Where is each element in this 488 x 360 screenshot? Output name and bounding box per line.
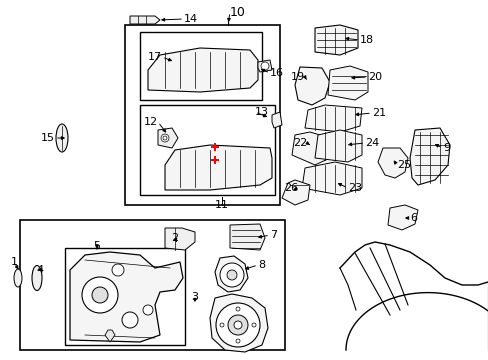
Circle shape [161, 134, 169, 142]
Polygon shape [148, 48, 258, 92]
Text: 18: 18 [359, 35, 373, 45]
Text: 5: 5 [93, 241, 101, 251]
Circle shape [82, 277, 118, 313]
Bar [140, 105, 274, 195]
Text: 19: 19 [290, 72, 305, 82]
Text: 8: 8 [258, 260, 264, 270]
Ellipse shape [56, 124, 68, 152]
Circle shape [236, 339, 240, 343]
Circle shape [112, 264, 124, 276]
Ellipse shape [14, 269, 22, 287]
Polygon shape [409, 128, 449, 185]
Polygon shape [164, 228, 195, 250]
Bar [65, 248, 184, 345]
Text: 12: 12 [143, 117, 158, 127]
Polygon shape [209, 294, 267, 352]
Polygon shape [314, 130, 361, 162]
Bar [20, 220, 285, 350]
Text: 25: 25 [396, 160, 410, 170]
Text: 17: 17 [147, 52, 162, 62]
Text: 9: 9 [442, 143, 449, 153]
Polygon shape [271, 112, 282, 128]
Text: 13: 13 [254, 107, 268, 117]
Circle shape [142, 305, 153, 315]
Circle shape [220, 263, 244, 287]
Text: 23: 23 [347, 183, 362, 193]
Polygon shape [302, 162, 361, 195]
Circle shape [236, 307, 240, 311]
Polygon shape [314, 25, 357, 55]
Polygon shape [215, 256, 247, 292]
Circle shape [226, 270, 237, 280]
Text: 22: 22 [292, 138, 306, 148]
Bar [140, 32, 262, 100]
Text: 1: 1 [10, 257, 18, 267]
Text: 24: 24 [364, 138, 379, 148]
Text: 2: 2 [171, 233, 178, 243]
Text: 20: 20 [367, 72, 381, 82]
Circle shape [122, 312, 138, 328]
Text: 14: 14 [183, 14, 198, 24]
Polygon shape [377, 148, 407, 178]
Polygon shape [258, 60, 271, 72]
Polygon shape [130, 16, 160, 24]
Circle shape [251, 323, 256, 327]
Polygon shape [164, 145, 271, 190]
Polygon shape [327, 66, 367, 100]
Polygon shape [70, 252, 183, 342]
Circle shape [227, 315, 247, 335]
Polygon shape [282, 180, 309, 205]
Circle shape [261, 62, 268, 70]
Text: 4: 4 [37, 265, 43, 275]
Text: 10: 10 [229, 5, 245, 18]
Polygon shape [305, 105, 361, 132]
Text: 7: 7 [269, 230, 277, 240]
Polygon shape [229, 224, 264, 250]
Text: 21: 21 [371, 108, 386, 118]
Text: 16: 16 [269, 68, 284, 78]
Text: 15: 15 [41, 133, 55, 143]
Bar [125, 25, 280, 205]
Ellipse shape [32, 266, 42, 291]
Text: 3: 3 [191, 292, 198, 302]
Circle shape [220, 323, 224, 327]
Polygon shape [294, 67, 329, 105]
Polygon shape [105, 330, 115, 342]
Polygon shape [291, 132, 329, 165]
Text: 6: 6 [409, 213, 416, 223]
Circle shape [92, 287, 108, 303]
Circle shape [163, 136, 167, 140]
Polygon shape [158, 128, 178, 148]
Polygon shape [387, 205, 417, 230]
Circle shape [216, 303, 260, 347]
Text: 11: 11 [215, 200, 228, 210]
Text: 26: 26 [284, 183, 297, 193]
Circle shape [234, 321, 242, 329]
